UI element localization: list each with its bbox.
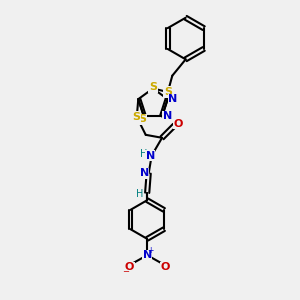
- Text: S: S: [164, 87, 172, 97]
- Text: N: N: [142, 250, 152, 260]
- Text: H: H: [140, 149, 147, 159]
- Text: H: H: [136, 189, 143, 199]
- Text: N: N: [168, 94, 178, 104]
- Text: S: S: [138, 114, 146, 124]
- Text: +: +: [148, 246, 154, 255]
- Text: O: O: [160, 262, 170, 272]
- Text: N: N: [140, 169, 149, 178]
- Text: S: S: [132, 112, 140, 122]
- Text: O: O: [125, 262, 134, 272]
- Text: N: N: [163, 111, 172, 122]
- Text: O: O: [173, 119, 183, 129]
- Text: S: S: [149, 82, 157, 92]
- Text: −: −: [122, 267, 129, 276]
- Text: N: N: [146, 151, 155, 160]
